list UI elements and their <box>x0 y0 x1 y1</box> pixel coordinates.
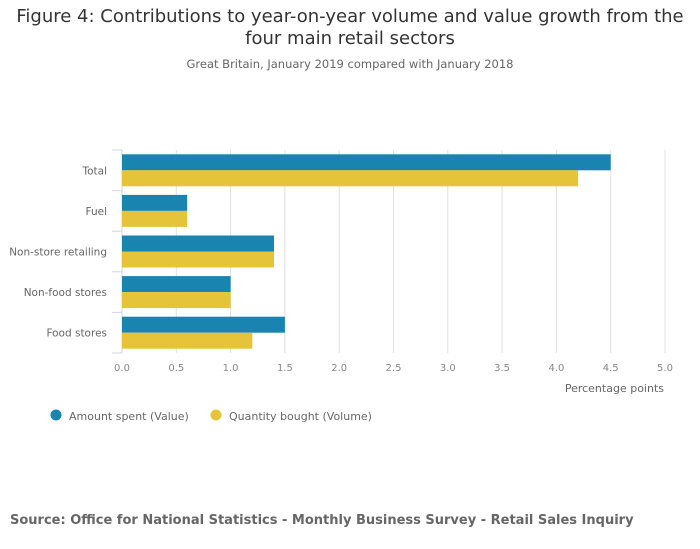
x-tick-label: 0.0 <box>114 363 130 374</box>
legend-label: Amount spent (Value) <box>69 410 189 423</box>
bar-volume <box>122 210 188 227</box>
x-tick-label: 3.0 <box>440 363 456 374</box>
x-tick-label: 1.0 <box>223 363 239 374</box>
legend-label: Quantity bought (Volume) <box>229 410 372 423</box>
x-tick-label: 1.5 <box>277 363 293 374</box>
bar-volume <box>122 332 253 349</box>
x-tick-label: 5.0 <box>657 363 673 374</box>
bar-value <box>122 276 231 293</box>
x-tick-label: 2.0 <box>331 363 347 374</box>
category-label: Total <box>81 165 107 177</box>
x-tick-label: 3.5 <box>494 363 510 374</box>
legend-marker <box>50 409 62 421</box>
bar-value <box>122 316 285 333</box>
bar-value <box>122 154 611 171</box>
source-note: Source: Office for National Statistics -… <box>10 513 634 528</box>
bar-value <box>122 235 275 252</box>
x-tick-label: 4.0 <box>548 363 564 374</box>
chart-subtitle: Great Britain, January 2019 compared wit… <box>186 57 514 71</box>
category-label: Non-food stores <box>24 287 107 299</box>
bar-volume <box>122 170 579 187</box>
bar-value <box>122 194 188 211</box>
x-axis-label: Percentage points <box>565 382 664 395</box>
bar-volume <box>122 251 275 268</box>
category-label: Non-store retailing <box>9 247 107 259</box>
bar-chart: 0.0 0.5 1.0 1.5 2.0 2.5 3.0 3.5 4.0 4.5 5.0 Total Fu… <box>9 149 673 423</box>
category-label: Food stores <box>46 328 107 340</box>
x-tick-label: 2.5 <box>386 363 402 374</box>
legend-marker <box>210 409 222 421</box>
chart-title: Figure 4: Contributions to year-on-year … <box>16 6 684 49</box>
x-tick-label: 0.5 <box>168 363 184 374</box>
x-tick-label: 4.5 <box>603 363 619 374</box>
category-label: Fuel <box>86 206 108 218</box>
bar-volume <box>122 292 231 309</box>
